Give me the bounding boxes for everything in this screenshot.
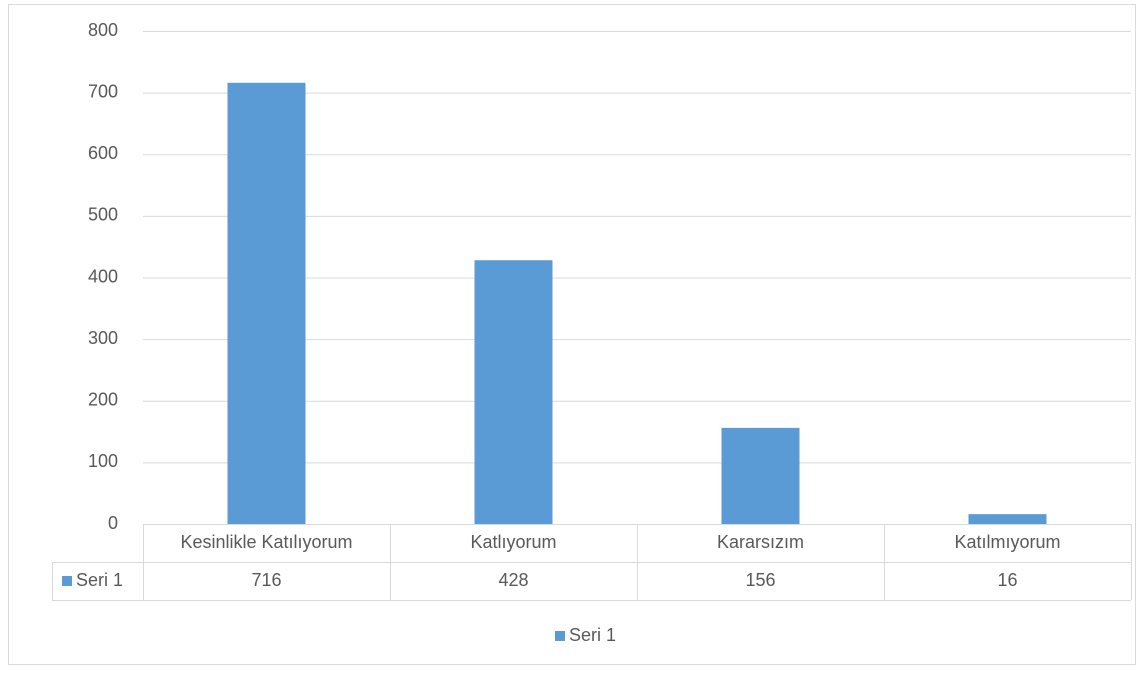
x-tick-label: Kararsızım — [717, 532, 804, 552]
y-tick-label: 800 — [88, 20, 118, 40]
bar — [968, 514, 1047, 524]
table-series-name: Seri 1 — [76, 570, 123, 590]
y-tick-label: 600 — [88, 143, 118, 163]
legend-key — [555, 631, 565, 641]
y-tick-label: 400 — [88, 266, 118, 286]
x-tick-label: Kesinlikle Katılıyorum — [180, 532, 352, 552]
table-value: 428 — [498, 570, 528, 590]
bar — [474, 260, 553, 524]
x-tick-label: Katlıyorum — [470, 532, 556, 552]
y-tick-label: 0 — [108, 513, 118, 533]
table-value: 716 — [251, 570, 281, 590]
y-tick-label: 500 — [88, 205, 118, 225]
table-legend-key — [62, 576, 72, 586]
y-tick-label: 200 — [88, 390, 118, 410]
table-value: 16 — [997, 570, 1017, 590]
legend-label: Seri 1 — [569, 625, 616, 645]
y-tick-label: 700 — [88, 81, 118, 101]
y-tick-label: 300 — [88, 328, 118, 348]
y-tick-label: 100 — [88, 451, 118, 471]
x-tick-label: Katılmıyorum — [954, 532, 1060, 552]
bar — [721, 427, 800, 524]
table-value: 156 — [745, 570, 775, 590]
chart-border — [8, 4, 1136, 665]
bar — [227, 82, 306, 524]
